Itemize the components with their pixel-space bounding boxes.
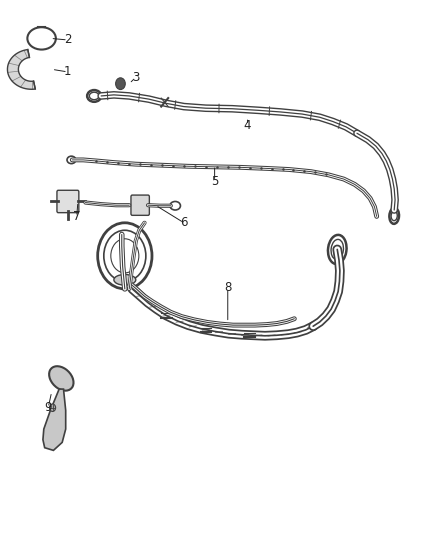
Polygon shape — [7, 50, 35, 89]
Polygon shape — [43, 389, 66, 450]
Ellipse shape — [114, 274, 136, 285]
Text: 8: 8 — [224, 281, 231, 294]
Text: 9: 9 — [44, 401, 52, 414]
FancyBboxPatch shape — [131, 195, 149, 215]
Text: 7: 7 — [73, 211, 81, 223]
Text: 4: 4 — [244, 119, 251, 132]
Circle shape — [116, 78, 125, 90]
FancyBboxPatch shape — [57, 190, 79, 213]
Text: 2: 2 — [64, 34, 72, 46]
Circle shape — [49, 404, 56, 411]
Ellipse shape — [49, 366, 74, 391]
Text: 6: 6 — [180, 216, 188, 229]
Text: 3: 3 — [132, 71, 139, 84]
Text: 5: 5 — [211, 175, 218, 188]
Text: 1: 1 — [64, 66, 72, 78]
